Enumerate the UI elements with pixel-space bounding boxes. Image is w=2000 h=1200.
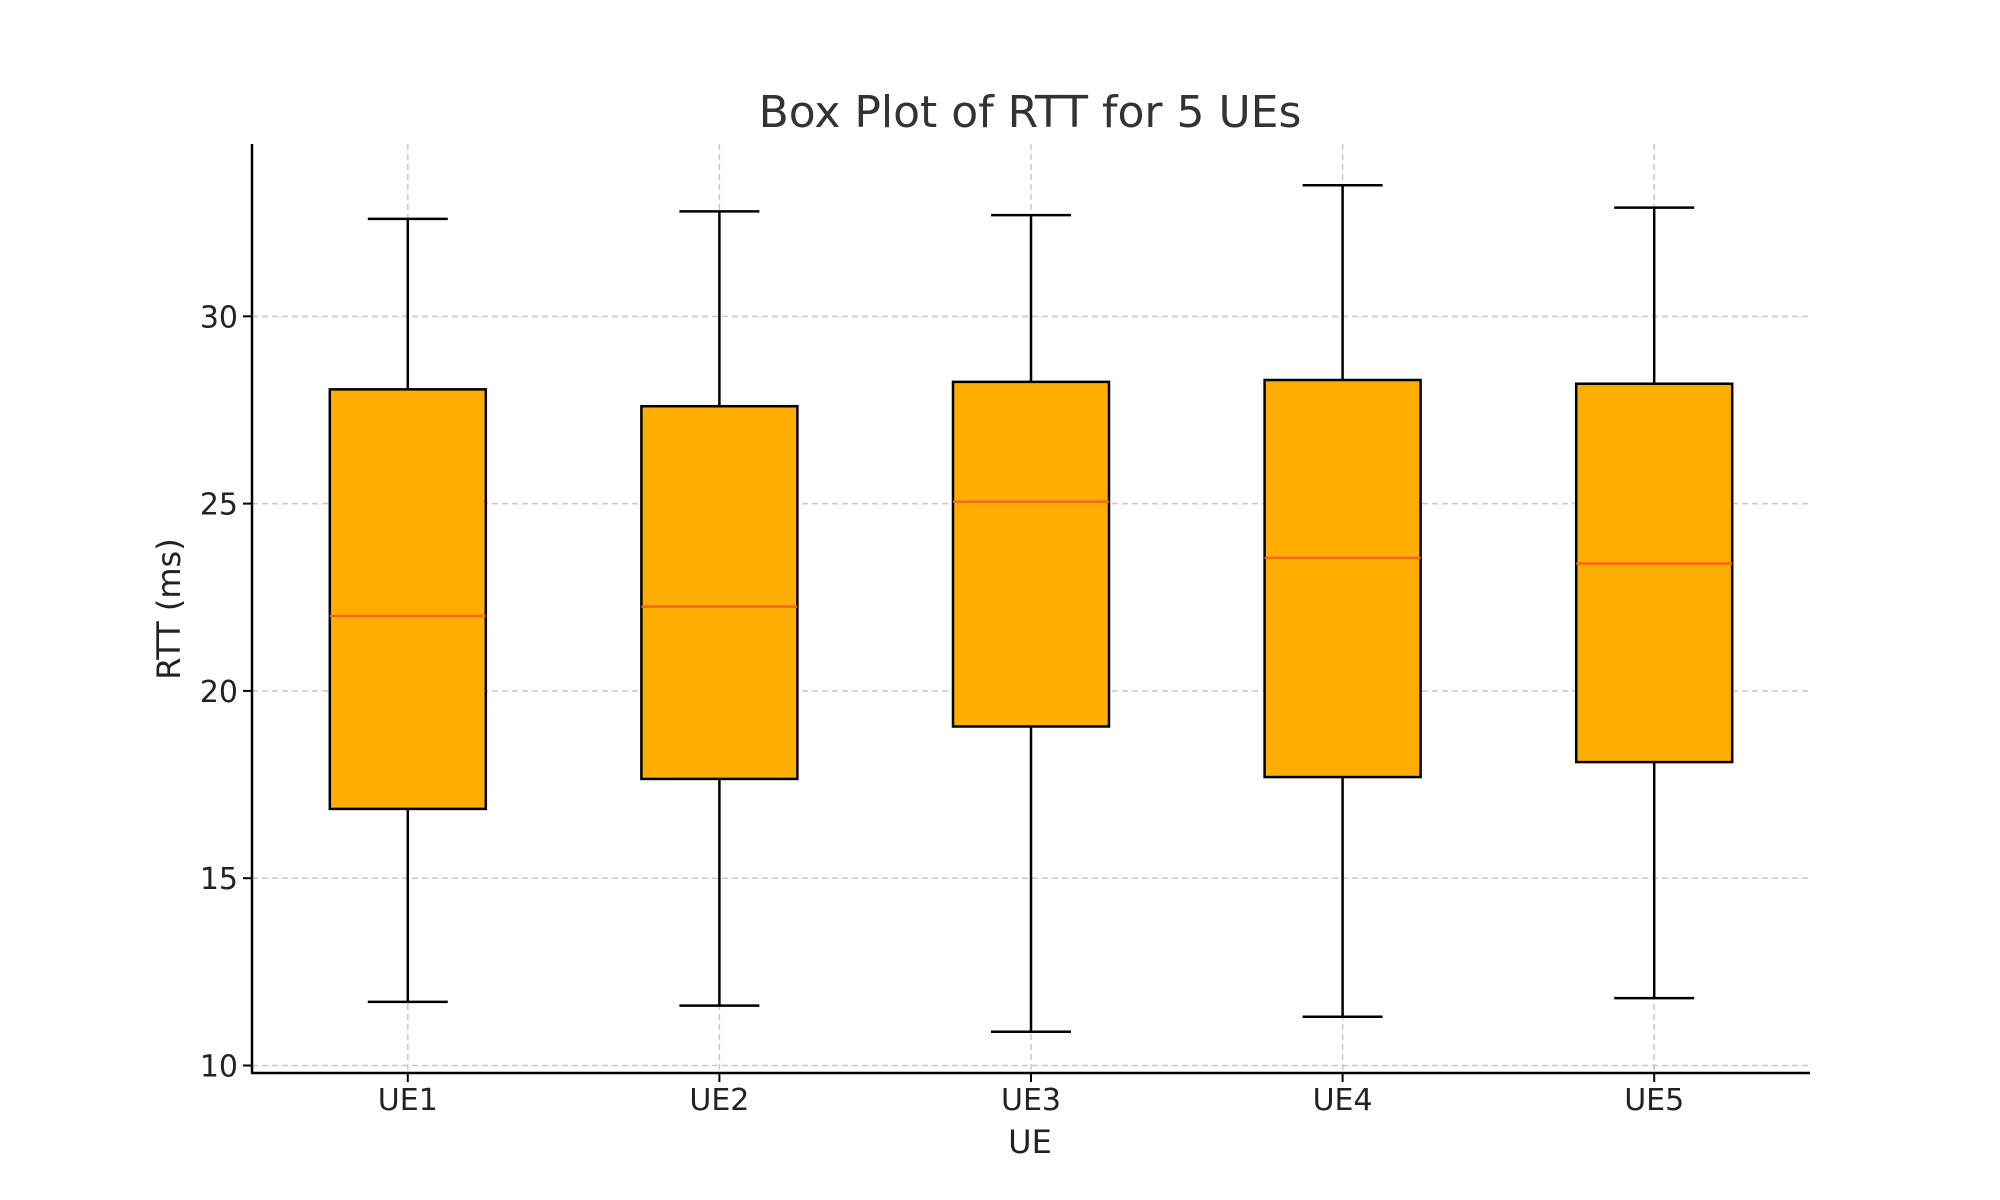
- box-ue5: [1574, 206, 1734, 1000]
- boxes: [328, 183, 1734, 1034]
- x-tick-label: UE2: [689, 1083, 749, 1118]
- tick-labels: 10 15 20 25 30 UE1 UE2 UE3 UE4 UE5: [200, 300, 1684, 1118]
- box-ue3: [951, 213, 1111, 1034]
- y-tick-label: 20: [200, 675, 238, 710]
- y-axis-label: RTT (ms): [150, 538, 188, 679]
- x-tick-label: UE3: [1001, 1083, 1061, 1118]
- x-axis-label: UE: [1008, 1123, 1052, 1161]
- y-tick-label: 15: [200, 862, 238, 897]
- iqr-box: [1263, 378, 1422, 779]
- x-tick-label: UE1: [378, 1083, 438, 1118]
- y-tick-label: 30: [200, 300, 238, 335]
- box-ue2: [640, 210, 799, 1007]
- chart-title: Box Plot of RTT for 5 UEs: [759, 87, 1302, 138]
- y-tick-label: 25: [200, 488, 238, 523]
- box-ue1: [328, 217, 488, 1004]
- x-tick-label: UE4: [1313, 1083, 1373, 1118]
- box-ue4: [1263, 183, 1422, 1019]
- iqr-box: [640, 404, 799, 781]
- iqr-box: [951, 380, 1111, 728]
- iqr-box: [328, 388, 488, 811]
- y-tick-label: 10: [200, 1050, 238, 1085]
- iqr-box: [1574, 382, 1734, 764]
- x-tick-label: UE5: [1624, 1083, 1684, 1118]
